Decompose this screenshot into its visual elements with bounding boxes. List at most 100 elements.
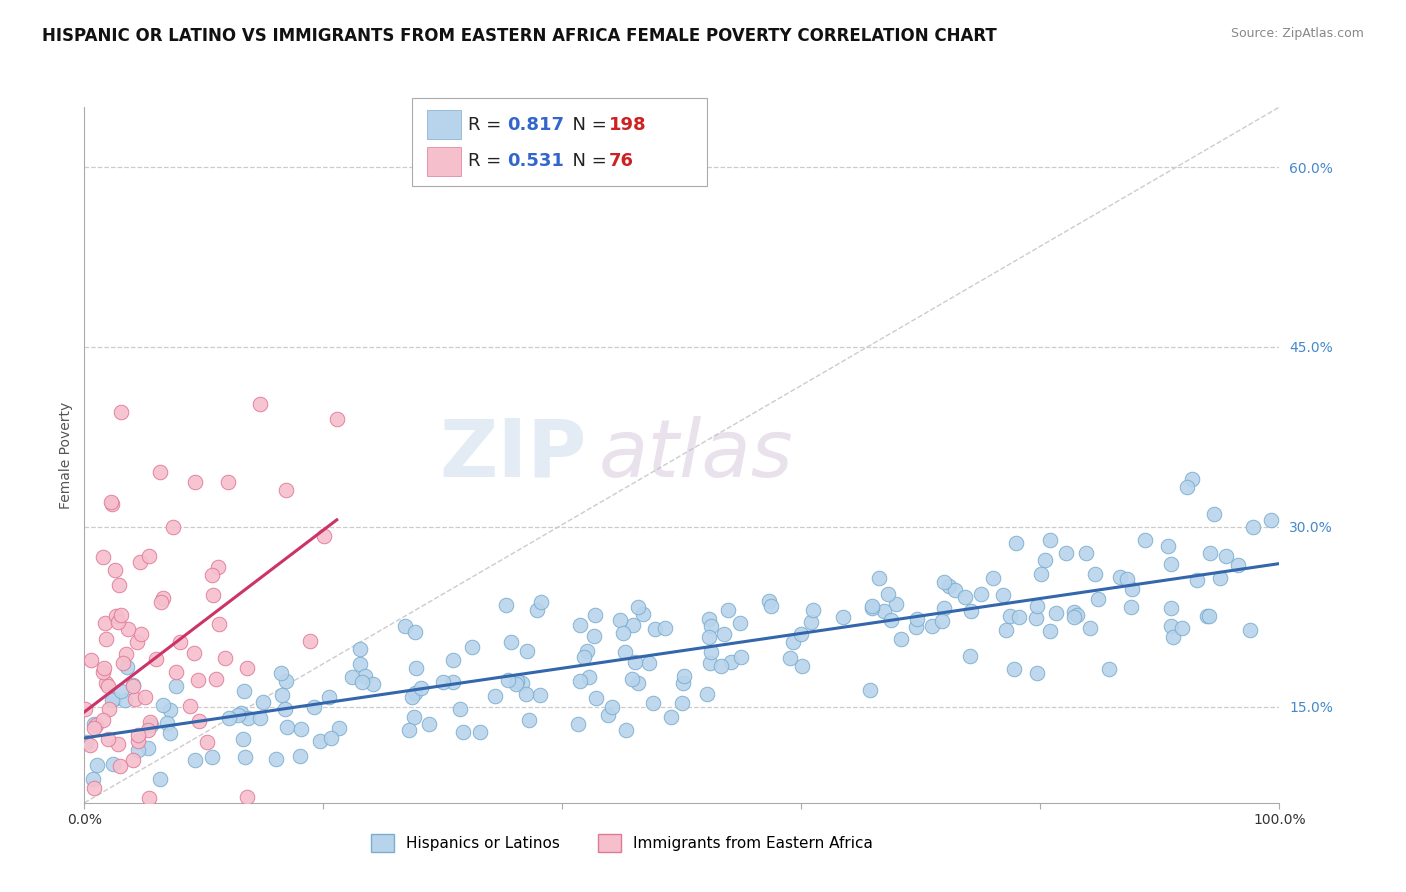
Point bbox=[201, 750, 224, 764]
Point bbox=[107, 737, 129, 751]
Point bbox=[699, 657, 721, 671]
Point bbox=[274, 483, 297, 497]
Point bbox=[205, 672, 228, 686]
Point bbox=[1239, 624, 1261, 638]
Point bbox=[235, 789, 257, 804]
Point bbox=[1160, 601, 1182, 615]
Point bbox=[582, 629, 605, 643]
Point bbox=[905, 620, 928, 634]
Point bbox=[1039, 533, 1062, 547]
Point bbox=[860, 599, 883, 614]
Point bbox=[107, 615, 129, 629]
Point bbox=[217, 475, 239, 489]
Point bbox=[111, 657, 134, 671]
Point bbox=[409, 681, 432, 695]
Point bbox=[1116, 572, 1139, 586]
Point bbox=[304, 700, 326, 714]
Point bbox=[585, 690, 607, 705]
Point bbox=[401, 690, 423, 705]
Point bbox=[136, 723, 159, 737]
Point bbox=[1133, 533, 1156, 548]
Point bbox=[1175, 480, 1198, 494]
Point bbox=[184, 475, 207, 489]
Point bbox=[1226, 558, 1249, 572]
Point bbox=[1054, 545, 1077, 559]
Point bbox=[352, 675, 374, 690]
Point bbox=[443, 675, 465, 690]
Point bbox=[82, 832, 104, 847]
Point bbox=[515, 687, 537, 701]
Point bbox=[860, 601, 883, 615]
Point bbox=[110, 607, 132, 622]
Point bbox=[114, 692, 136, 706]
Point bbox=[404, 686, 426, 700]
Point bbox=[405, 661, 427, 675]
Point bbox=[932, 601, 955, 615]
Point bbox=[624, 655, 647, 669]
Point bbox=[314, 529, 336, 543]
Point bbox=[790, 627, 813, 641]
Point bbox=[609, 613, 631, 627]
Point bbox=[394, 619, 416, 633]
Point bbox=[187, 714, 209, 728]
Point bbox=[641, 697, 664, 711]
Point bbox=[697, 630, 720, 644]
Point bbox=[252, 695, 274, 709]
Text: R =: R = bbox=[468, 116, 508, 134]
Point bbox=[1025, 599, 1047, 613]
Point bbox=[877, 587, 900, 601]
Point bbox=[1202, 507, 1225, 521]
Point bbox=[83, 721, 105, 735]
Point bbox=[232, 731, 254, 746]
Point bbox=[195, 735, 218, 749]
Point bbox=[86, 718, 108, 732]
Point bbox=[349, 642, 371, 657]
Point bbox=[889, 632, 911, 647]
Point bbox=[449, 701, 471, 715]
Point bbox=[108, 759, 131, 773]
Point bbox=[1033, 553, 1056, 567]
Point bbox=[1260, 512, 1282, 526]
Point bbox=[114, 844, 136, 858]
Point bbox=[995, 624, 1018, 638]
Point bbox=[1063, 609, 1085, 624]
Point bbox=[418, 717, 440, 731]
Point bbox=[104, 563, 127, 577]
Point bbox=[484, 689, 506, 703]
Point bbox=[575, 644, 598, 658]
Point bbox=[97, 679, 120, 693]
Point bbox=[710, 658, 733, 673]
Point bbox=[1121, 582, 1143, 596]
Point bbox=[122, 753, 145, 767]
Point bbox=[991, 588, 1014, 602]
Point bbox=[156, 715, 179, 730]
Point bbox=[183, 753, 205, 767]
Point bbox=[134, 690, 156, 704]
Point bbox=[100, 494, 122, 508]
Text: atlas: atlas bbox=[599, 416, 793, 494]
Point bbox=[673, 669, 696, 683]
Point bbox=[150, 595, 173, 609]
Point bbox=[800, 615, 823, 629]
Point bbox=[226, 708, 249, 723]
Point bbox=[880, 613, 903, 627]
Point bbox=[868, 571, 890, 585]
Point bbox=[1025, 611, 1047, 625]
Point bbox=[129, 627, 152, 641]
Point bbox=[139, 714, 162, 729]
Point bbox=[1087, 591, 1109, 606]
Point bbox=[91, 665, 114, 679]
Text: HISPANIC OR LATINO VS IMMIGRANTS FROM EASTERN AFRICA FEMALE POVERTY CORRELATION : HISPANIC OR LATINO VS IMMIGRANTS FROM EA… bbox=[42, 27, 997, 45]
Point bbox=[319, 731, 342, 745]
Point bbox=[79, 738, 101, 752]
Point bbox=[127, 727, 149, 741]
Point bbox=[290, 723, 312, 737]
Point bbox=[905, 612, 928, 626]
Point bbox=[432, 674, 454, 689]
Point bbox=[117, 622, 139, 636]
Point bbox=[91, 550, 114, 565]
Point bbox=[761, 599, 783, 613]
Point bbox=[1195, 608, 1218, 623]
Point bbox=[1187, 573, 1209, 587]
Point bbox=[361, 677, 384, 691]
